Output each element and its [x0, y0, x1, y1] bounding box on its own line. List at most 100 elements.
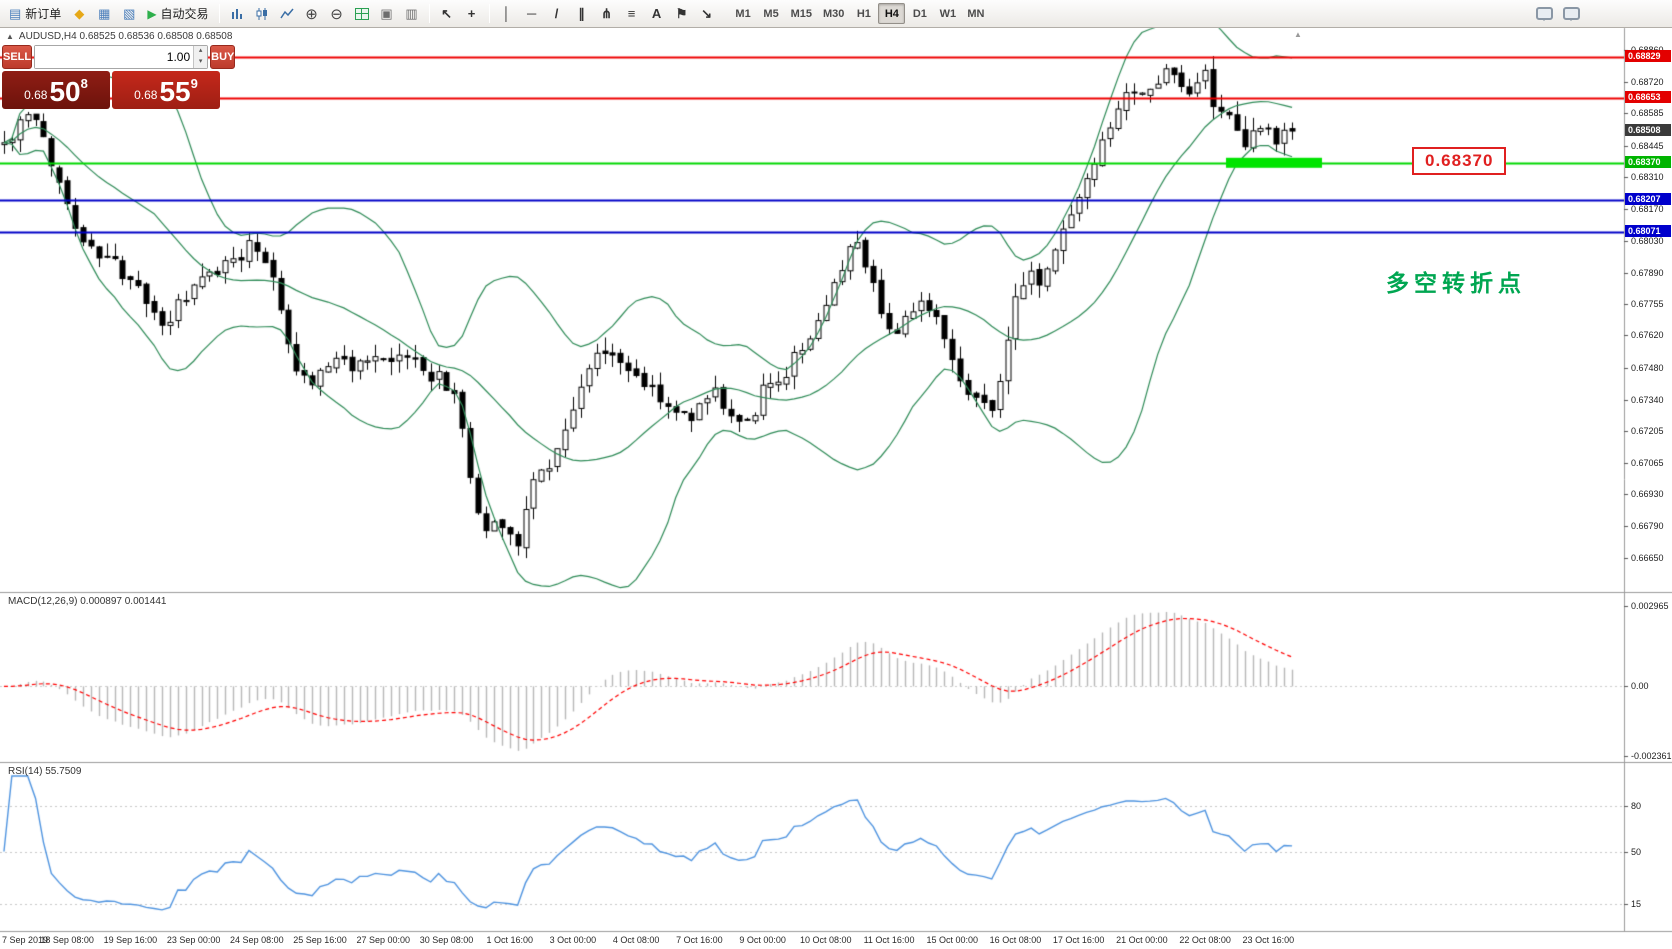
auto-trading-label: 自动交易 [160, 7, 209, 21]
auto-trading-button[interactable]: ▶ 自动交易 [142, 2, 213, 25]
arrows-tool-icon: ↘ [701, 5, 713, 21]
sell-price-display[interactable]: 0.68 50 8 [2, 71, 110, 109]
line-chart-button[interactable] [275, 2, 299, 25]
data-window-icon: ▦ [98, 5, 111, 21]
cursor-icon: ↖ [441, 5, 453, 21]
buy-price-display[interactable]: 0.68 55 9 [112, 71, 220, 109]
time-axis-label: 18 Sep 08:00 [40, 935, 94, 945]
price-scale-tick: 0.68310 [1631, 171, 1664, 182]
zoom-in-button[interactable]: ⊕ [300, 2, 324, 25]
pitchfork-button[interactable]: ⋔ [595, 2, 619, 25]
horizontal-line-button[interactable]: ─ [520, 2, 544, 25]
volume-up-button[interactable]: ▴ [194, 46, 208, 57]
price-scale-tick: 0.68030 [1631, 235, 1664, 246]
channel-button[interactable]: ∥ [570, 2, 594, 25]
price-scale-tick: 0.67620 [1631, 330, 1664, 341]
macd-panel-label: MACD(12,26,9) 0.000897 0.001441 [8, 596, 167, 607]
label-tool-icon: ⚑ [675, 5, 688, 21]
navigator-button[interactable]: ▧ [117, 2, 141, 25]
zoom-out-button[interactable]: ⊖ [325, 2, 349, 25]
arrows-tool-button[interactable]: ↘ [695, 2, 719, 25]
price-scale-tick: 0.67205 [1631, 425, 1664, 436]
text-tool-button[interactable]: A [645, 2, 669, 25]
community-chat-icon[interactable] [1563, 7, 1580, 21]
navigator-icon: ▧ [123, 5, 136, 21]
timeframe-button-MN[interactable]: MN [967, 7, 985, 20]
trendline-button[interactable]: / [545, 2, 569, 25]
macd-scale-zero: 0.00 [1631, 681, 1649, 692]
time-axis-label: 1 Oct 16:00 [486, 935, 533, 945]
charts-list-icon: ▥ [405, 5, 418, 21]
time-axis-label: 24 Sep 08:00 [230, 935, 284, 945]
price-scale-tick: 0.67755 [1631, 299, 1664, 310]
price-level-label-blue: 0.68071 [1625, 224, 1671, 237]
new-order-button[interactable]: ▤ 新订单 [4, 2, 66, 25]
price-scale-tick: 0.68720 [1631, 77, 1664, 88]
timeframe-button-M5[interactable]: M5 [763, 7, 779, 20]
channel-icon: ∥ [578, 5, 585, 21]
volume-control: ▴ ▾ [34, 45, 209, 69]
crosshair-button[interactable]: + [460, 2, 484, 25]
price-scale-tick: 0.66930 [1631, 489, 1664, 499]
price-level-label-blue: 0.68207 [1625, 193, 1671, 206]
annotation-text: 多空转折点 [1386, 270, 1526, 296]
time-axis-label: 19 Sep 16:00 [103, 935, 158, 945]
vertical-line-button[interactable]: │ [495, 2, 519, 25]
buy-button[interactable]: BUY [210, 45, 236, 69]
label-tool-button[interactable]: ⚑ [670, 2, 694, 25]
fibonacci-icon: ≡ [627, 6, 636, 21]
timeframe-button-H4[interactable]: H4 [878, 3, 906, 24]
one-click-collapse-arrow[interactable]: ▲ [6, 32, 14, 41]
time-axis-label: 22 Oct 08:00 [1179, 935, 1231, 945]
time-axis-label: 30 Sep 08:00 [419, 935, 474, 945]
volume-down-button[interactable]: ▾ [194, 57, 208, 68]
timeframe-button-M1[interactable]: M1 [735, 7, 751, 20]
timeframe-button-W1[interactable]: W1 [939, 7, 957, 20]
data-window-button[interactable]: ▦ [92, 2, 116, 25]
time-axis-label: 10 Oct 08:00 [800, 935, 852, 945]
time-axis-label: 21 Oct 00:00 [1116, 935, 1168, 945]
market-watch-icon: ◆ [74, 5, 85, 21]
time-axis-label: 4 Oct 08:00 [612, 935, 660, 945]
timeframe-button-M15[interactable]: M15 [790, 7, 812, 20]
new-order-icon: ▤ [9, 5, 22, 21]
text-tool-icon: A [651, 6, 662, 21]
crosshair-icon: + [467, 6, 476, 21]
candlestick-chart-button[interactable] [250, 2, 274, 25]
timeframe-button-M30[interactable]: M30 [822, 7, 845, 20]
cursor-button[interactable]: ↖ [435, 2, 459, 25]
sell-price-big: 50 [49, 76, 81, 107]
current-price-label: 0.68508 [1625, 124, 1671, 137]
timeframe-button-D1[interactable]: D1 [912, 7, 927, 20]
fibonacci-button[interactable]: ≡ [620, 2, 644, 25]
indicators-button[interactable] [350, 2, 374, 25]
time-axis-label: 27 Sep 00:00 [356, 935, 411, 945]
horizontal-line-icon: ─ [526, 6, 537, 21]
price-tag-label[interactable]: 0.68370 [1412, 147, 1507, 175]
time-axis-label: 7 Sep 2019 [2, 935, 49, 945]
price-scale-tick: 0.66790 [1631, 521, 1664, 532]
sell-price-small: 0.68 [24, 88, 48, 102]
zoom-out-icon: ⊖ [330, 5, 343, 23]
tile-windows-button[interactable]: ▣ [375, 2, 399, 25]
buy-price-small: 0.68 [134, 88, 158, 102]
timeframe-button-H1[interactable]: H1 [856, 7, 871, 20]
buy-price-big: 55 [159, 76, 191, 107]
indicators-icon [354, 7, 369, 20]
time-axis-label: 3 Oct 00:00 [549, 935, 597, 945]
price-level-label-red: 0.68829 [1625, 50, 1671, 63]
sell-button[interactable]: SELL [2, 45, 33, 69]
charts-list-button[interactable]: ▥ [400, 2, 424, 25]
price-scale-tick: 0.66650 [1631, 553, 1664, 564]
chat-icon[interactable] [1536, 7, 1553, 21]
time-axis-label: 9 Oct 00:00 [739, 935, 786, 945]
price-scale-tick: 0.67890 [1631, 268, 1664, 279]
volume-input[interactable] [35, 46, 194, 68]
market-watch-button[interactable]: ◆ [67, 2, 91, 25]
time-axis-label: 17 Oct 16:00 [1052, 935, 1105, 945]
bar-chart-button[interactable] [225, 2, 249, 25]
buy-price-sup: 9 [190, 76, 198, 91]
